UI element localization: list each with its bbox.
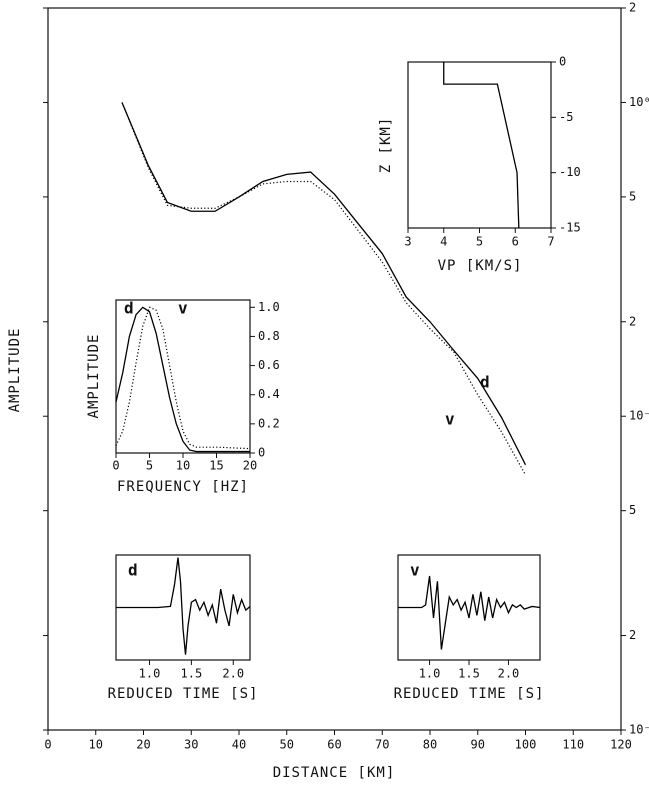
y-axis-label: AMPLITUDE — [7, 328, 23, 413]
x-tick-label: 4 — [440, 235, 447, 249]
y-tick-label: 10⁰ — [629, 95, 649, 109]
x-tick-label: 90 — [471, 738, 485, 752]
y-tick-label: -5 — [559, 110, 573, 124]
x-axis-label: VP [KM/S] — [438, 258, 523, 274]
data-line — [121, 102, 527, 466]
x-tick-label: 20 — [243, 459, 257, 473]
x-axis-label: FREQUENCY [HZ] — [117, 479, 249, 495]
x-tick-label: 80 — [423, 738, 437, 752]
y-tick-label: 0 — [559, 55, 566, 69]
x-tick-label: 120 — [610, 738, 632, 752]
y-tick-label: 2 — [629, 1, 636, 15]
x-tick-label: 20 — [136, 738, 150, 752]
plot-frame — [47, 7, 622, 731]
x-tick-label: 2.0 — [222, 667, 244, 681]
x-axis-label: REDUCED TIME [S] — [394, 686, 545, 702]
y-tick-label: 2 — [629, 314, 636, 328]
data-line — [115, 306, 251, 450]
y-tick-label: 0 — [258, 446, 265, 460]
data-line — [398, 575, 541, 650]
x-tick-label: 2.0 — [498, 667, 520, 681]
y-tick-label: 10⁻¹ — [629, 409, 649, 423]
plot-frame — [115, 299, 251, 454]
x-tick-label: 110 — [562, 738, 584, 752]
series-label: v — [410, 561, 420, 580]
x-tick-label: 40 — [232, 738, 246, 752]
y-tick-label: 5 — [629, 503, 636, 517]
y-tick-label: 5 — [629, 189, 636, 203]
series-label: v — [445, 410, 455, 429]
y-axis-label: AMPLITUDE — [86, 334, 102, 419]
x-tick-label: 10 — [89, 738, 103, 752]
x-tick-label: 0 — [44, 738, 51, 752]
x-tick-label: 3 — [404, 235, 411, 249]
x-tick-label: 1.0 — [419, 667, 441, 681]
x-tick-label: 50 — [280, 738, 294, 752]
x-tick-label: 15 — [209, 459, 223, 473]
data-line — [115, 306, 250, 453]
x-tick-label: 10 — [176, 459, 190, 473]
series-label: d — [128, 561, 138, 580]
y-tick-label: 0.2 — [258, 416, 280, 430]
series-label: d — [124, 299, 134, 318]
x-tick-label: 1.5 — [458, 667, 480, 681]
series-label: d — [480, 373, 490, 392]
x-axis-label: DISTANCE [KM] — [273, 765, 396, 781]
x-tick-label: 5 — [146, 459, 153, 473]
x-tick-label: 0 — [112, 459, 119, 473]
y-tick-label: 1.0 — [258, 300, 280, 314]
x-tick-label: 6 — [512, 235, 519, 249]
data-line — [116, 557, 251, 655]
y-tick-label: 0.8 — [258, 329, 280, 343]
x-tick-label: 1.0 — [139, 667, 161, 681]
y-axis-label: Z [KM] — [378, 117, 394, 174]
y-tick-label: 2 — [629, 628, 636, 642]
data-line — [121, 102, 527, 476]
x-tick-label: 5 — [476, 235, 483, 249]
x-tick-label: 7 — [547, 235, 554, 249]
x-tick-label: 1.5 — [181, 667, 203, 681]
data-line — [443, 62, 520, 229]
x-tick-label: 100 — [515, 738, 537, 752]
y-tick-label: -10 — [559, 165, 581, 179]
x-axis-label: REDUCED TIME [S] — [108, 686, 259, 702]
series-label: v — [178, 299, 188, 318]
y-tick-label: -15 — [559, 221, 581, 235]
y-tick-label: 10⁻² — [629, 723, 649, 737]
x-tick-label: 70 — [375, 738, 389, 752]
y-tick-label: 0.6 — [258, 358, 280, 372]
x-tick-label: 30 — [184, 738, 198, 752]
plot-frame — [407, 61, 552, 229]
y-tick-label: 0.4 — [258, 387, 280, 401]
x-tick-label: 60 — [327, 738, 341, 752]
